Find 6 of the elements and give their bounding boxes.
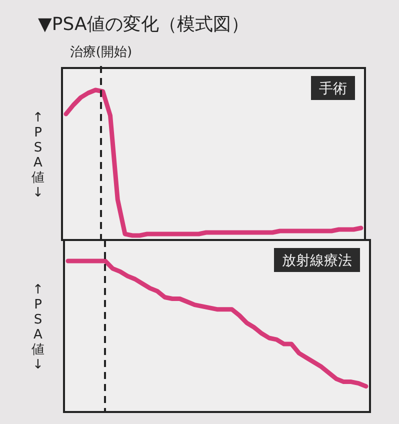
annotation: 放射線療法 (282, 253, 352, 269)
chart-title: ▼PSA値の変化（模式図） (38, 14, 249, 35)
text: 治療(開始) (70, 45, 132, 60)
y-axis-title: ↑PSA値↓ (32, 110, 44, 200)
y-axis-title: ↑PSA値↓ (32, 282, 44, 372)
annotation: 手術 (319, 81, 347, 97)
